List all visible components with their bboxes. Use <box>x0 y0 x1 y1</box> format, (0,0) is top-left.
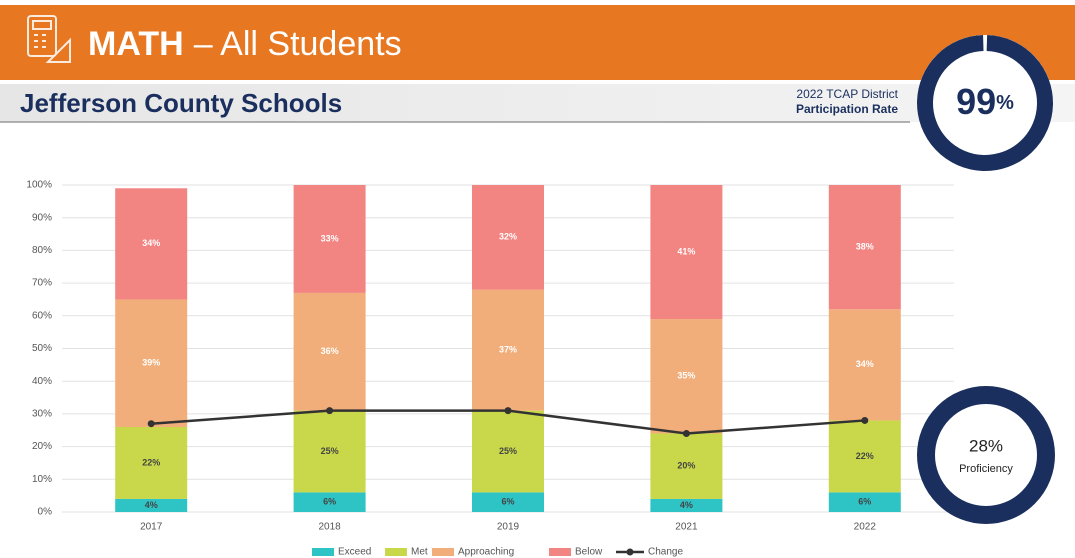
x-tick-label: 2018 <box>318 522 341 533</box>
page-title: MATH – All Students <box>88 25 402 63</box>
bar-segment <box>293 292 366 411</box>
y-tick-label: 10% <box>32 474 52 485</box>
district-band <box>0 84 1075 122</box>
legend-label: Change <box>648 547 683 558</box>
legend-label: Approaching <box>458 547 514 558</box>
data-label: 34% <box>142 238 160 248</box>
data-label: 38% <box>856 242 874 252</box>
math-icon <box>27 15 71 63</box>
data-label: 6% <box>323 497 336 507</box>
header-band <box>0 5 1075 80</box>
data-label: 25% <box>499 446 517 456</box>
y-tick-label: 80% <box>32 245 52 256</box>
bar-segment <box>650 319 723 434</box>
participation-suffix: % <box>996 92 1014 114</box>
change-point <box>326 407 334 415</box>
bar-segment <box>472 410 544 493</box>
data-label: 37% <box>499 345 517 355</box>
data-label: 22% <box>142 457 160 467</box>
data-label: 22% <box>856 451 874 461</box>
legend-label: Below <box>575 547 603 558</box>
bar-segment <box>472 289 544 411</box>
legend: Exceed Met Approaching Below Change <box>312 547 683 558</box>
data-label: 36% <box>321 346 339 356</box>
bar-segment <box>650 185 723 320</box>
data-label: 32% <box>499 232 517 242</box>
participation-line1: 2022 TCAP District <box>796 87 898 101</box>
x-tick-label: 2017 <box>140 522 163 533</box>
change-point <box>504 407 512 415</box>
bar-segment <box>115 188 188 300</box>
y-tick-label: 60% <box>32 310 52 321</box>
x-tick-label: 2022 <box>854 522 877 533</box>
legend-swatch-dot <box>626 548 634 556</box>
bar-segment <box>472 492 544 512</box>
data-label: 35% <box>677 371 695 381</box>
data-label: 4% <box>680 500 693 510</box>
y-tick-label: 30% <box>32 409 52 420</box>
plot: 0% 10% 20% 30% 40% 50% 60% 70% 80% 90% 100% 2017 4% 2… <box>26 180 954 533</box>
bar-segment <box>828 420 901 493</box>
y-tick-label: 70% <box>32 278 52 289</box>
y-tick-label: 20% <box>32 441 52 452</box>
y-tick-label: 0% <box>38 507 53 518</box>
bar-segment <box>828 309 901 421</box>
participation-ring <box>917 35 1053 171</box>
data-label: 20% <box>677 461 695 471</box>
legend-swatch <box>385 548 407 556</box>
x-tick-label: 2021 <box>675 522 698 533</box>
y-tick-label: 40% <box>32 376 52 387</box>
bar-segment <box>828 492 901 512</box>
participation-value: 99% <box>956 81 1014 122</box>
legend-swatch <box>312 548 334 556</box>
bar-segment <box>293 185 366 293</box>
x-tick-label: 2019 <box>497 522 520 533</box>
y-tick-label: 50% <box>32 343 52 354</box>
proficiency-value: 28% <box>969 436 1003 455</box>
legend-swatch <box>432 548 454 556</box>
change-point <box>147 420 155 428</box>
bar-segment <box>650 433 723 499</box>
bar-segment <box>828 185 901 310</box>
participation-line2: Participation Rate <box>796 102 898 116</box>
bar-segment <box>472 185 544 290</box>
legend-swatch <box>549 548 571 556</box>
data-label: 33% <box>321 233 339 243</box>
bar-segment <box>115 299 188 427</box>
participation-bg <box>917 35 1053 171</box>
data-label: 6% <box>858 497 871 507</box>
legend-label: Met <box>411 547 428 558</box>
bar-segment <box>115 498 188 512</box>
bar-segment <box>650 498 723 512</box>
district-name: Jefferson County Schools <box>20 88 342 118</box>
bar-segment <box>293 410 366 493</box>
bar-segment <box>115 426 188 499</box>
data-label: 34% <box>856 359 874 369</box>
proficiency-caption: Proficiency <box>959 463 1013 475</box>
bar-segment <box>293 492 366 512</box>
data-label: 41% <box>677 246 695 256</box>
subtitle: – All Students <box>194 25 402 63</box>
y-tick-label: 100% <box>26 180 52 191</box>
legend-label: Exceed <box>338 547 371 558</box>
participation-number: 99 <box>956 81 996 122</box>
change-point <box>861 416 869 424</box>
data-label: 39% <box>142 358 160 368</box>
proficiency-ring <box>917 386 1055 524</box>
change-point <box>682 430 690 438</box>
data-label: 25% <box>321 446 339 456</box>
data-label: 4% <box>145 500 158 510</box>
y-tick-label: 90% <box>32 212 52 223</box>
data-label: 6% <box>501 497 514 507</box>
subject: MATH <box>88 25 184 63</box>
